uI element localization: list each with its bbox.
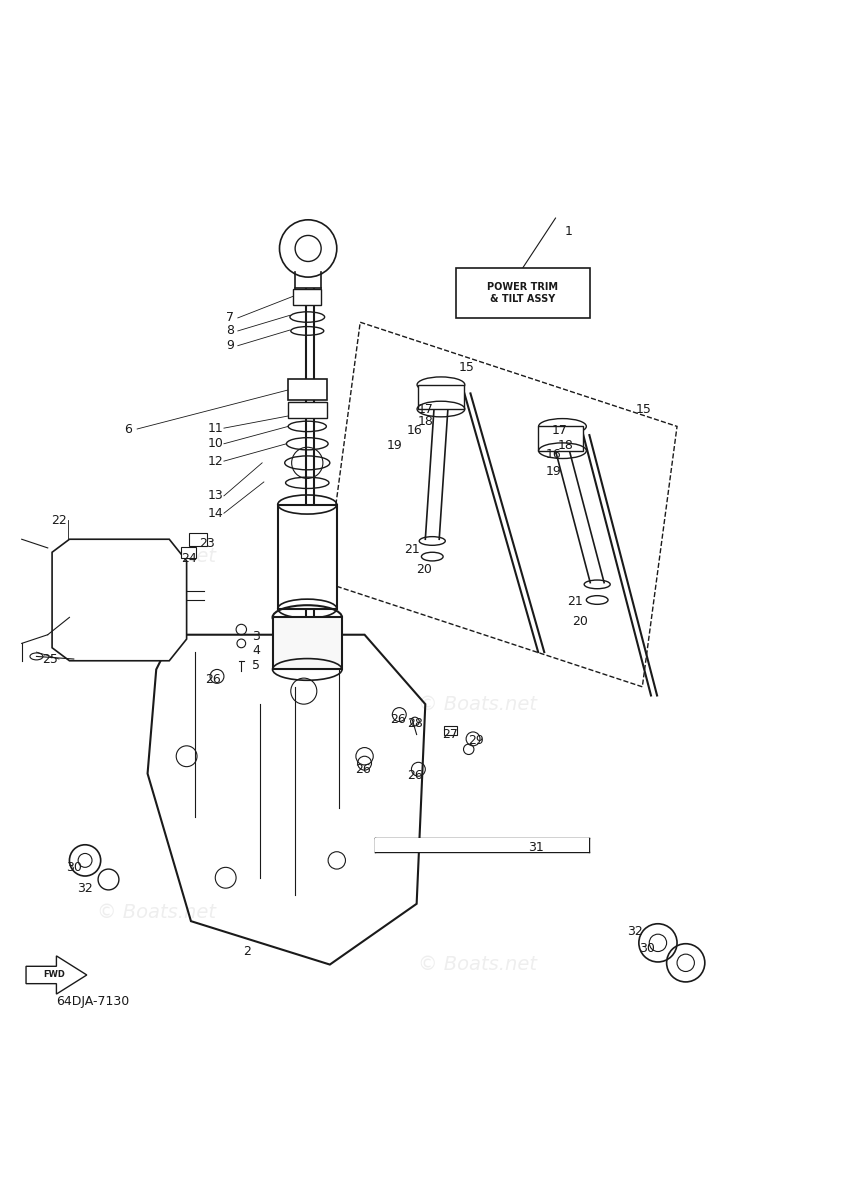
Text: 16: 16: [407, 425, 423, 437]
Text: © Boats.net: © Boats.net: [96, 547, 216, 566]
Text: 28: 28: [407, 716, 423, 730]
Bar: [189, 533, 207, 546]
Text: 64DJA-7130: 64DJA-7130: [56, 995, 129, 1008]
Text: 24: 24: [181, 552, 197, 565]
Text: 30: 30: [66, 860, 82, 874]
Text: 18: 18: [558, 439, 574, 452]
Text: 2: 2: [243, 946, 252, 958]
Bar: [444, 726, 457, 734]
Text: © Boats.net: © Boats.net: [418, 955, 537, 974]
Text: 1: 1: [564, 224, 573, 238]
Text: 31: 31: [529, 841, 544, 854]
Text: 20: 20: [416, 563, 431, 576]
Text: 32: 32: [628, 925, 643, 938]
Text: 8: 8: [226, 324, 234, 337]
Bar: [181, 547, 196, 558]
Text: POWER TRIM
& TILT ASSY: POWER TRIM & TILT ASSY: [488, 282, 558, 304]
Text: © Boats.net: © Boats.net: [96, 902, 216, 922]
Text: 15: 15: [459, 361, 475, 374]
Text: 6: 6: [124, 422, 133, 436]
Bar: [288, 402, 327, 418]
Text: 16: 16: [546, 448, 562, 461]
Text: 13: 13: [207, 490, 223, 503]
Text: 21: 21: [567, 595, 582, 608]
Text: 15: 15: [636, 402, 652, 415]
Text: 19: 19: [546, 466, 562, 478]
Text: 7: 7: [226, 312, 234, 324]
Bar: [456, 268, 590, 318]
Text: 14: 14: [207, 506, 223, 520]
Text: 17: 17: [552, 425, 568, 437]
Bar: [288, 379, 327, 401]
Text: © Boats.net: © Boats.net: [418, 695, 537, 714]
Bar: [418, 385, 464, 409]
Text: 23: 23: [199, 538, 214, 550]
Text: 5: 5: [252, 660, 260, 672]
Polygon shape: [52, 539, 187, 661]
Bar: [375, 838, 589, 852]
Text: 19: 19: [387, 439, 403, 452]
Text: 26: 26: [355, 763, 371, 775]
Bar: [278, 504, 337, 608]
Text: 12: 12: [207, 455, 223, 468]
Text: 25: 25: [43, 653, 58, 666]
Text: 10: 10: [207, 437, 223, 450]
Text: 26: 26: [407, 769, 423, 782]
Text: 9: 9: [226, 340, 234, 352]
Text: 18: 18: [418, 415, 433, 427]
Text: 20: 20: [572, 616, 588, 629]
Text: 26: 26: [390, 713, 405, 726]
Bar: [538, 426, 583, 451]
Text: 29: 29: [468, 734, 483, 748]
Text: 21: 21: [404, 544, 420, 556]
Text: FWD: FWD: [43, 971, 66, 979]
Bar: [273, 617, 342, 670]
Text: 32: 32: [77, 882, 93, 895]
Text: 22: 22: [51, 514, 67, 527]
Text: 3: 3: [252, 630, 260, 643]
Bar: [293, 289, 321, 305]
Text: 26: 26: [205, 673, 220, 686]
Text: 17: 17: [418, 402, 433, 415]
Text: 27: 27: [442, 728, 457, 742]
Text: 4: 4: [252, 644, 260, 656]
Text: 11: 11: [207, 421, 223, 434]
Text: 30: 30: [639, 942, 654, 955]
